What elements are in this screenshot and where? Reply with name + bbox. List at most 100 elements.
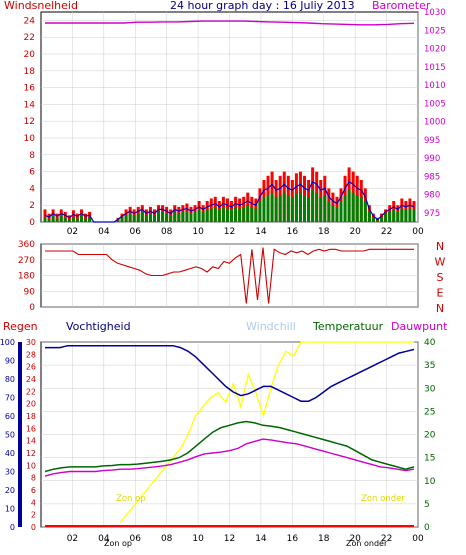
- wind-x-tick-label: 12: [224, 227, 235, 237]
- wind-y-tick-label: 8: [29, 151, 35, 161]
- wind-x-tick-label: 02: [67, 227, 78, 237]
- wind-y-tick-label: 2: [29, 201, 35, 211]
- vocht-y-tick-label: 0: [10, 523, 15, 532]
- regen-y-tick-label: 22: [26, 387, 36, 396]
- regen-y-tick-label: 8: [31, 474, 36, 483]
- regen-y-tick-label: 26: [26, 363, 36, 372]
- temp-x-tick-label: 20: [349, 534, 361, 544]
- dauwpunt-label: Dauwpunt: [391, 320, 448, 333]
- compass-label: N: [436, 302, 444, 315]
- baro-y-tick-label: 1000: [424, 118, 446, 128]
- compass-label: S: [437, 271, 444, 284]
- temp-x-tick-label: 08: [161, 534, 173, 544]
- direction-y-tick-label: 180: [18, 272, 35, 282]
- wind-x-tick-label: 00: [412, 227, 424, 237]
- wind-y-tick-label: 22: [24, 33, 35, 43]
- regen-y-tick-label: 0: [31, 523, 36, 532]
- wind-y-tick-label: 0: [29, 218, 35, 228]
- baro-y-tick-label: 975: [424, 209, 440, 219]
- header-right-label: Barometer: [372, 0, 431, 12]
- temperature-line: [44, 420, 415, 473]
- dewpoint-line: [44, 438, 415, 477]
- direction-y-tick-label: 0: [29, 303, 35, 313]
- baro-y-tick-label: 1025: [424, 26, 446, 36]
- temp-x-tick-label: 06: [130, 534, 142, 544]
- vocht-y-tick-label: 20: [5, 486, 15, 495]
- vocht-y-tick-label: 10: [5, 505, 15, 514]
- regen-y-tick-label: 20: [26, 400, 36, 409]
- wind-x-tick-label: 18: [318, 227, 330, 237]
- wind-x-tick-label: 20: [349, 227, 361, 237]
- temp-x-tick-label: 10: [192, 534, 204, 544]
- wind-x-tick-label: 22: [381, 227, 392, 237]
- temp-x-tick-label: 04: [98, 534, 110, 544]
- wind-y-tick-label: 4: [29, 184, 35, 194]
- humidity-line: [45, 344, 415, 402]
- wind-x-tick-label: 06: [130, 227, 142, 237]
- regen-y-tick-label: 6: [31, 486, 36, 495]
- baro-y-tick-label: 990: [424, 154, 440, 164]
- regen-y-tick-label: 14: [26, 437, 36, 446]
- vocht-y-tick-label: 30: [5, 468, 15, 477]
- windchill-label: Windchill: [246, 320, 296, 333]
- direction-y-tick-label: 270: [18, 256, 35, 266]
- wind-x-tick-label: 04: [98, 227, 110, 237]
- wind-y-tick-label: 16: [24, 84, 36, 94]
- baro-y-tick-label: 1015: [424, 63, 446, 73]
- compass-label: N: [436, 240, 444, 253]
- wind-y-tick-label: 10: [24, 134, 36, 144]
- direction-y-tick-label: 90: [24, 287, 36, 297]
- temp-y-tick-label: 35: [424, 361, 435, 371]
- vocht-y-tick-label: 50: [5, 431, 15, 440]
- regen-y-tick-label: 12: [26, 449, 36, 458]
- temp-y-tick-label: 25: [424, 407, 435, 417]
- regen-y-tick-label: 24: [26, 375, 36, 384]
- wind-mean-line: [44, 180, 415, 223]
- baro-y-tick-label: 1010: [424, 81, 446, 91]
- regen-label: Regen: [3, 320, 38, 333]
- temp-y-tick-label: 10: [424, 477, 436, 487]
- regen-y-tick-label: 16: [26, 424, 36, 433]
- sunset-label: Zon onder: [361, 494, 405, 504]
- wind-x-tick-label: 10: [192, 227, 204, 237]
- temp-x-tick-label: 02: [67, 534, 78, 544]
- temperatuur-label: Temperatuur: [313, 320, 384, 333]
- regen-y-tick-label: 10: [26, 461, 36, 470]
- wind-x-tick-label: 16: [287, 227, 299, 237]
- temp-x-tick-label: 00: [412, 534, 424, 544]
- baro-y-tick-label: 995: [424, 136, 440, 146]
- vocht-y-tick-label: 40: [5, 449, 15, 458]
- baro-y-tick-label: 1005: [424, 99, 446, 109]
- baro-y-tick-label: 985: [424, 172, 440, 182]
- regen-y-tick-label: 28: [26, 350, 36, 359]
- vocht-y-tick-label: 60: [5, 412, 15, 421]
- header-title: 24 hour graph day : 16 Juliy 2013: [170, 0, 355, 12]
- temp-y-tick-label: 30: [424, 384, 436, 394]
- temp-x-tick-label: 22: [381, 534, 392, 544]
- vocht-axis-bar: [18, 342, 22, 527]
- temp-y-tick-label: 5: [424, 500, 430, 510]
- wind-y-tick-label: 24: [24, 16, 36, 26]
- compass-label: E: [437, 287, 444, 300]
- regen-y-tick-label: 4: [31, 498, 36, 507]
- temp-y-tick-label: 15: [424, 454, 435, 464]
- vocht-y-tick-label: 90: [5, 357, 15, 366]
- temp-y-tick-label: 40: [424, 338, 436, 348]
- regen-y-tick-label: 30: [26, 338, 36, 347]
- temp-x-tick-label: 14: [255, 534, 267, 544]
- baro-y-tick-label: 1020: [424, 45, 446, 55]
- vochtigheid-label: Vochtigheid: [66, 320, 131, 333]
- temp-x-tick-label: 12: [224, 534, 235, 544]
- temp-x-tick-label: 18: [318, 534, 330, 544]
- wind-y-tick-label: 12: [24, 117, 35, 127]
- baro-y-tick-label: 980: [424, 191, 440, 201]
- sunrise-axis-label: Zon op: [104, 539, 132, 548]
- temp-x-tick-label: 16: [287, 534, 299, 544]
- wind-x-tick-label: 08: [161, 227, 173, 237]
- regen-y-tick-label: 2: [31, 511, 36, 520]
- wind-y-tick-label: 18: [24, 67, 36, 77]
- direction-line: [45, 247, 414, 304]
- wind-y-tick-label: 14: [24, 100, 36, 110]
